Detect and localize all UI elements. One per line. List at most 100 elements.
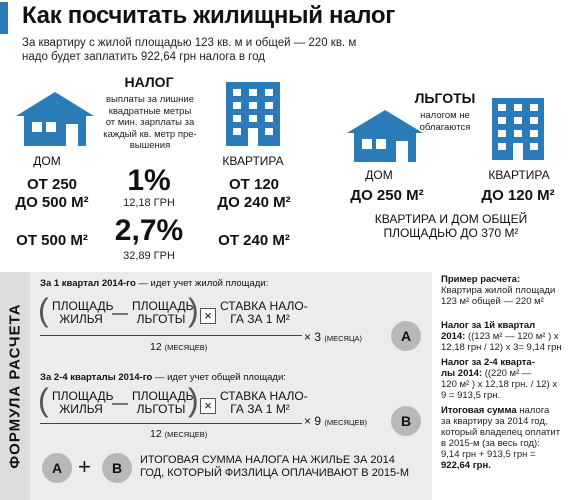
denominator-unit: (МЕСЯЦЕВ) (164, 430, 208, 439)
q1-multiplier: × 3 (МЕСЯЦА) (304, 330, 362, 344)
house-icon (16, 92, 94, 146)
desc-line: облагаются (419, 121, 471, 133)
example-panel: Пример расчета: Квартира жилой площади 1… (441, 274, 567, 471)
benefits-house-value: ДО 250 М² (350, 187, 424, 204)
label-line: ПЛОЩАДЬ (132, 389, 194, 403)
example-q24-line: 9 = 913,5 грн. (441, 390, 501, 401)
close-paren: ) (188, 382, 199, 418)
q24-heading-rest: — идет учет общей площади: (152, 372, 286, 383)
benefit-area-label: ПЛОЩАДЬ ЛЬГОТЫ (132, 299, 194, 326)
final-line: ИТОГОВАЯ СУММА НАЛОГА НА ЖИЛЬЕ ЗА 2014 (140, 454, 395, 466)
combined-line: КВАРТИРА И ДОМ ОБЩЕЙ (374, 212, 528, 226)
q1-heading-bold: За 1 квартал 2014-го (40, 278, 136, 289)
tax-rate-1: 1% (127, 164, 171, 197)
tax-rate-1-grn: 12,18 ГРН (123, 197, 175, 209)
benefits-combined: КВАРТИРА И ДОМ ОБЩЕЙ ПЛОЩАДЬЮ ДО 370 М² (340, 212, 562, 240)
benefits-description: налогом не облагаются (400, 110, 490, 133)
benefits-heading: ЛЬГОТЫ (414, 90, 476, 106)
tax-house-range-1: ОТ 250 ДО 500 М² (2, 176, 102, 212)
example-intro: Квартира жилой площади (441, 285, 556, 296)
desc-line: вышения (129, 140, 171, 151)
desc-line: квадратные метры (108, 105, 192, 117)
multiplier-number: × 3 (304, 330, 322, 344)
minus-sign: — (112, 395, 128, 412)
label-line: ЖИЛЬЯ (59, 312, 103, 326)
apartment-building-icon (492, 98, 544, 160)
label-line: ПЛОЩАДЬ (132, 299, 194, 313)
label-line: СТАВКА НАЛО- (220, 389, 308, 403)
example-q24-line: ((220 м² — (482, 368, 532, 379)
formula-side-label: ФОРМУЛА РАСЧЕТА (6, 303, 24, 469)
tax-description: выплаты за лишние квадратные метры от ми… (100, 94, 200, 152)
result-a-circle: A (391, 321, 421, 351)
tax-heading: НАЛОГ (124, 74, 174, 90)
q1-heading-rest: — идет учет жилой площади: (135, 278, 269, 289)
tax-house-range-2: ОТ 500 М² (16, 232, 88, 249)
tax-rate-2: 2,7% (114, 214, 184, 247)
example-total-heading: Итоговая сумма (441, 405, 517, 416)
apartment-building-icon (226, 82, 280, 146)
subtitle-line: надо будет заплатить 922,64 грн налога в… (22, 51, 265, 63)
benefit-area-label: ПЛОЩАДЬ ЛЬГОТЫ (132, 389, 194, 416)
label-line: ЛЬГОТЫ (136, 402, 186, 416)
multiply-sign: × (200, 398, 216, 414)
title-accent-bar (0, 2, 8, 34)
tax-apartment-label: КВАРТИРА (222, 154, 284, 168)
q24-heading: За 2-4 кварталы 2014-го — идет учет обще… (40, 372, 286, 383)
q24-heading-bold: За 2-4 кварталы 2014-го (40, 372, 153, 383)
denominator: 12 (МЕСЯЦЕВ) (150, 341, 207, 353)
example-q1-line: ((123 м² — 120 м² ) х (465, 331, 559, 342)
label-line: ПЛОЩАДЬ (52, 299, 114, 313)
house-icon (347, 110, 423, 162)
open-paren: ( (38, 292, 49, 328)
label-line: СТАВКА НАЛО- (220, 299, 308, 313)
minus-sign: — (112, 305, 128, 322)
living-area-label: ПЛОЩАДЬ ЖИЛЬЯ (52, 389, 114, 416)
benefits-house-label: ДОМ (365, 168, 393, 182)
label-line: ПЛОЩАДЬ (52, 389, 114, 403)
example-q1-heading: 2014: (441, 331, 466, 342)
desc-line: выплаты за лишние (105, 94, 195, 105)
multiplier-unit: (МЕСЯЦА) (324, 334, 362, 343)
denominator-number: 12 (150, 428, 162, 440)
benefits-apartment-value: ДО 120 М² (481, 187, 555, 204)
example-q24-heading: лы 2014: (441, 368, 483, 379)
multiplier-unit: (МЕСЯЦЕВ) (324, 418, 367, 427)
multiply-sign: × (200, 308, 216, 324)
example-total-line: за квартиру за 2014 год, (441, 416, 548, 427)
close-paren: ) (188, 292, 199, 328)
denominator-number: 12 (150, 341, 162, 353)
result-b-circle: B (391, 406, 421, 436)
subtitle-line: За квартиру с жилой площадью 123 кв. м и… (22, 37, 357, 49)
label-line: ЛЬГОТЫ (136, 312, 186, 326)
tax-apartment-range-2: ОТ 240 М² (218, 232, 290, 249)
tax-house-label: ДОМ (33, 154, 61, 168)
example-total-line: в 2015-м (за весь год): (441, 438, 540, 449)
range-line: ОТ 120 (228, 176, 280, 193)
tax-apartment-range-1: ОТ 120 ДО 240 М² (204, 176, 304, 212)
q1-heading: За 1 квартал 2014-го — идет учет жилой п… (40, 278, 268, 289)
denominator-unit: (МЕСЯЦЕВ) (164, 343, 208, 352)
benefits-apartment-label: КВАРТИРА (488, 168, 550, 182)
final-line: ГОД, КОТОРЫЙ ФИЗЛИЦА ОПЛАЧИВАЮТ В 2015-М (140, 467, 409, 479)
denominator: 12 (МЕСЯЦЕВ) (150, 428, 207, 440)
page-subtitle: За квартиру с жилой площадью 123 кв. м и… (22, 36, 356, 64)
q24-multiplier: × 9 (МЕСЯЦЕВ) (304, 414, 367, 428)
fraction-line (40, 335, 302, 336)
plus-sign: + (78, 454, 91, 479)
desc-line: налогом не (420, 110, 470, 121)
sum-a-circle: A (42, 453, 72, 483)
tax-rate-label: СТАВКА НАЛО- ГА ЗА 1 М² (220, 389, 308, 416)
example-total-result: 922,64 грн. (441, 460, 491, 471)
example-q24-heading: Налог за 2-4 кварта- (441, 357, 535, 368)
open-paren: ( (38, 382, 49, 418)
tax-rate-label: СТАВКА НАЛО- ГА ЗА 1 М² (220, 299, 308, 326)
page-title: Как посчитать жилищный налог (22, 2, 395, 29)
desc-line: от мин. зарплаты за (105, 117, 195, 128)
example-heading: Пример расчета: (441, 274, 521, 285)
final-sum-description: ИТОГОВАЯ СУММА НАЛОГА НА ЖИЛЬЕ ЗА 2014 Г… (140, 454, 430, 480)
multiplier-number: × 9 (304, 414, 322, 428)
combined-line: ПЛОЩАДЬЮ ДО 370 М² (383, 226, 519, 240)
label-line: ГА ЗА 1 М² (230, 312, 290, 326)
fraction-line (40, 423, 302, 424)
